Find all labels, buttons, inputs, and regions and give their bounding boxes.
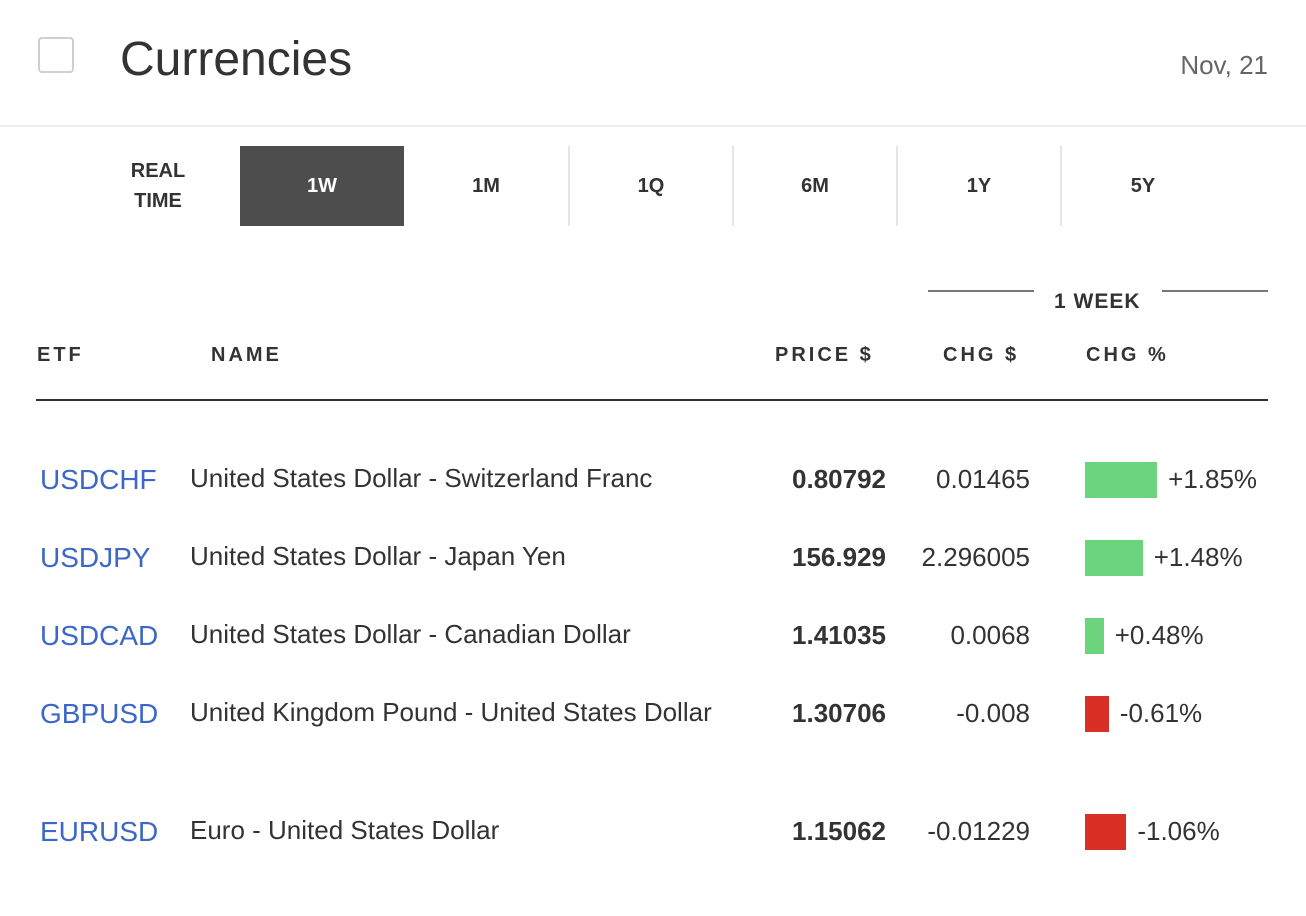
price: 0.80792 <box>792 464 886 494</box>
date-label: Nov, 21 <box>1180 50 1268 80</box>
currency-name: United States Dollar - Switzerland Franc <box>190 463 653 493</box>
change-bar <box>1085 618 1104 654</box>
change-bar <box>1085 462 1158 498</box>
tab-1w[interactable]: 1W <box>240 146 404 226</box>
column-header-name: NAME <box>211 344 282 366</box>
change-percent: +0.48% <box>1114 620 1204 650</box>
price: 156.929 <box>792 542 886 572</box>
header: Currencies Nov, 21 <box>0 0 1306 127</box>
change-amount: -0.008 <box>956 698 1030 728</box>
period-tabs: REAL TIME 1W 1M 1Q 6M 1Y 5Y <box>76 146 1224 226</box>
price: 1.30706 <box>792 698 886 728</box>
symbol-link[interactable]: GBPUSD <box>40 698 159 729</box>
symbol-link[interactable]: USDCHF <box>40 464 157 495</box>
tab-1m[interactable]: 1M <box>472 175 500 197</box>
currency-name: United States Dollar - Japan Yen <box>190 541 566 571</box>
page-title: Currencies <box>120 33 353 86</box>
tab-6m[interactable]: 6M <box>732 146 896 226</box>
tab-1y[interactable]: 1Y <box>896 146 1060 226</box>
group-header-1-week: 1 WEEK <box>928 290 1268 314</box>
change-percent: +1.85% <box>1168 464 1258 494</box>
change-percent: -1.06% <box>1137 816 1220 846</box>
currency-name: United States Dollar - Canadian Dollar <box>190 619 631 649</box>
column-header-price: PRICE $ <box>775 344 874 366</box>
price: 1.15062 <box>792 816 886 846</box>
symbol-link[interactable]: USDCAD <box>40 620 159 651</box>
symbol-link[interactable]: EURUSD <box>40 816 159 847</box>
change-amount: 2.296005 <box>921 542 1030 572</box>
change-bar <box>1085 540 1143 576</box>
select-checkbox[interactable] <box>38 37 74 73</box>
change-amount: 0.01465 <box>936 464 1030 494</box>
currency-name: Euro - United States Dollar <box>190 815 500 845</box>
change-bar <box>1085 696 1109 732</box>
price: 1.41035 <box>792 620 886 650</box>
group-label: 1 WEEK <box>1054 290 1141 313</box>
change-bar <box>1085 814 1127 850</box>
change-amount: 0.0068 <box>950 620 1030 650</box>
change-percent: -0.61% <box>1119 698 1203 728</box>
divider <box>928 290 1034 292</box>
column-header-etf: ETF <box>37 344 84 366</box>
column-header-chg: CHG $ <box>943 344 1020 366</box>
tab-1q[interactable]: 1Q <box>568 146 732 226</box>
column-header-chg-pct: CHG % <box>1086 344 1169 366</box>
symbol-link[interactable]: USDJPY <box>40 542 151 573</box>
change-amount: -0.01229 <box>927 816 1030 846</box>
change-percent: +1.48% <box>1153 542 1243 572</box>
currency-name: United Kingdom Pound - United States Dol… <box>190 697 712 727</box>
tab-real-time[interactable]: REAL TIME <box>130 160 186 212</box>
tab-5y[interactable]: 5Y <box>1060 146 1224 226</box>
header-divider <box>36 399 1268 401</box>
divider <box>1162 290 1268 292</box>
